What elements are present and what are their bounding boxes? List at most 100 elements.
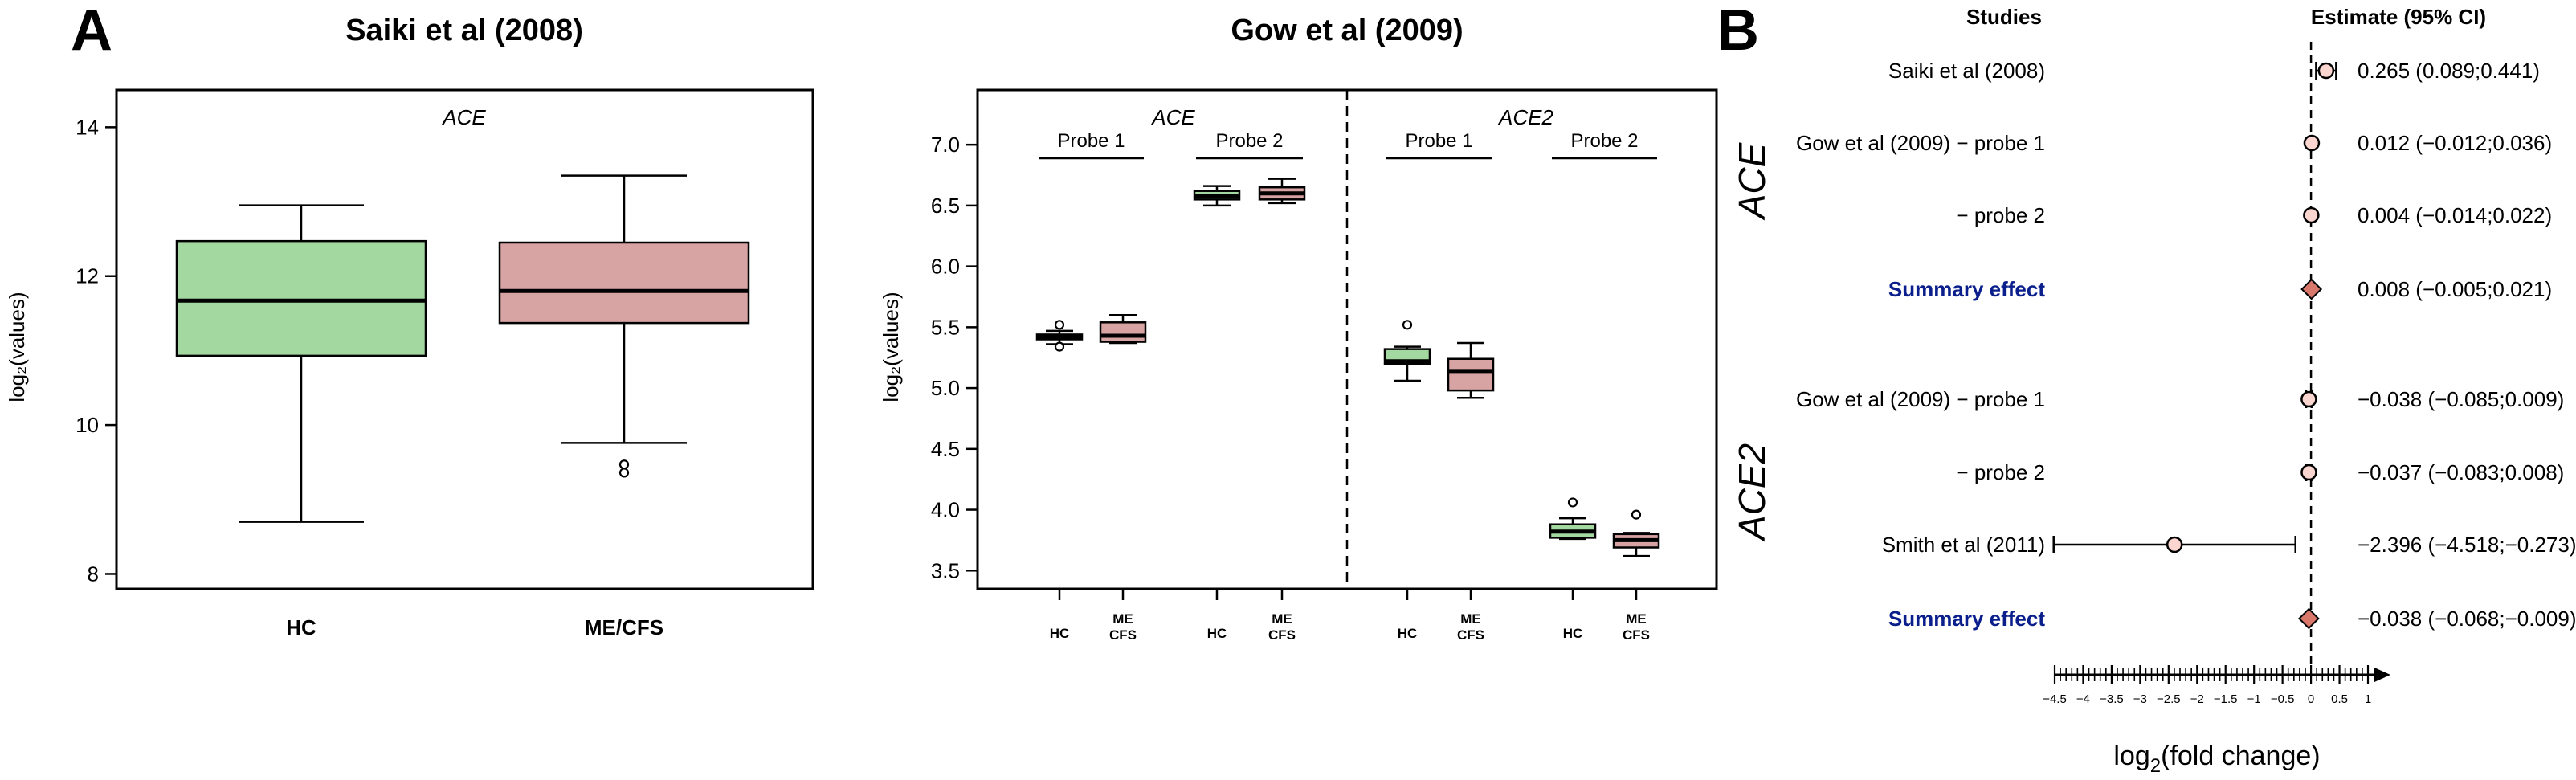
forest-study-label: Saiki et al (2008) [1888,59,2045,83]
gow-x-tick-label: CFS [1109,627,1137,643]
gow-box-outlier [1631,509,1642,520]
gow-boxplot: Gow et al (2009) log₂(values) 3.5 4.0 4.5 5… [879,14,1718,643]
gow-x-tick-label: CFS [1268,627,1296,643]
gow-x-tick-label: ME [1460,611,1481,627]
forest-plot: Studies Estimate (95% CI) log2(fold chan… [1731,5,2576,777]
saiki-x-tick-label: HC [286,615,316,639]
forest-estimate-text: 0.012 (−0.012;0.036) [2358,131,2552,155]
gow-x-tick-label: ME [1626,611,1647,627]
saiki-chart-title: Saiki et al (2008) [345,14,583,47]
forest-estimate-text: 0.008 (−0.005;0.021) [2358,277,2552,301]
forest-estimate-text: −0.038 (−0.085;0.009) [2358,387,2564,411]
saiki-box-mecfs-iqr-box [498,241,750,325]
gow-box-iqr-box [1099,321,1147,343]
forest-x-tick-label: −2.5 [2157,692,2181,706]
forest-x-tick-label: −3 [2133,692,2147,706]
forest-summary-label: Summary effect [1888,277,2045,301]
gow-box-outlier [1054,341,1065,352]
gow-gene-label-ace: ACE [1150,105,1195,129]
gow-box-outlier [1402,320,1413,330]
gow-probe-label: Probe 1 [1057,130,1125,152]
forest-x-tick-label: 0 [2308,692,2314,706]
forest-estimate-text: −0.037 (−0.083;0.008) [2358,460,2564,484]
forest-study-label: − probe 2 [1956,460,2045,484]
gow-y-tick-label: 5.5 [931,315,960,339]
forest-x-tick-label: 1 [2365,692,2371,706]
saiki-y-tick-label: 8 [88,562,99,586]
gow-y-tick-label: 4.0 [931,498,960,522]
gow-probe-label: Probe 2 [1215,130,1283,152]
saiki-x-tick-label: ME/CFS [585,615,663,639]
saiki-y-axis-label: log₂(values) [5,292,29,402]
studies-header: Studies [1966,5,2042,29]
saiki-box-hc [175,204,427,523]
gow-box-iqr-box [1447,357,1495,392]
forest-estimate-point [2166,536,2183,553]
forest-axis-arrow [2374,668,2390,682]
gow-chart-title: Gow et al (2009) [1231,14,1463,47]
forest-x-tick-label: −1 [2247,692,2261,706]
saiki-box-mecfs-outlier [618,459,630,470]
gow-box [1193,185,1241,207]
forest-estimate-text: 0.265 (0.089;0.441) [2358,59,2540,83]
panel-a-label: A [71,0,112,63]
gow-gene-label-ace2: ACE2 [1497,105,1553,129]
gow-box [1447,341,1495,399]
saiki-y-tick-label: 10 [76,413,99,437]
gow-x-tick-label: HC [1398,626,1418,641]
forest-group-label-ace2: ACE2 [1731,443,1773,542]
gow-y-tick-label: 6.0 [931,255,960,279]
saiki-box-mecfs [498,174,750,478]
forest-x-tick-label: −4 [2076,692,2090,706]
estimate-header: Estimate (95% CI) [2311,5,2486,29]
gow-x-tick-label: CFS [1457,627,1484,643]
gow-x-tick-label: ME [1272,611,1292,627]
gow-y-axis-label: log₂(values) [879,292,903,402]
forest-x-tick-label: −0.5 [2271,692,2295,706]
forest-estimate-text: −2.396 (−4.518;−0.273) [2358,533,2576,557]
saiki-y-tick-label: 14 [76,115,99,139]
gow-probe-label: Probe 2 [1570,130,1638,152]
forest-summary-diamond [2300,278,2323,300]
panel-b-label: B [1717,0,1759,63]
forest-estimate-point [2303,206,2320,224]
forest-study-label: − probe 2 [1956,203,2045,227]
saiki-plot-frame [115,88,814,590]
forest-x-tick-label: −2 [2190,692,2204,706]
forest-estimate-text: −0.038 (−0.068;−0.009) [2358,606,2576,631]
gow-box [1549,497,1597,541]
gow-y-tick-label: 4.5 [931,437,960,461]
gow-box-outlier [1054,320,1065,330]
gow-box [1035,320,1084,352]
gow-box-outlier [1567,497,1578,508]
forest-x-tick-label: −4.5 [2043,692,2067,706]
forest-x-tick-label: 0.5 [2331,692,2348,706]
gow-y-tick-label: 5.0 [931,376,960,400]
gow-x-tick-label: CFS [1623,627,1650,643]
forest-summary-label: Summary effect [1888,606,2045,631]
gow-x-tick-label: HC [1563,626,1583,641]
forest-x-tick-label: −1.5 [2214,692,2238,706]
forest-estimate-point [2317,62,2335,80]
forest-study-label: Gow et al (2009) − probe 1 [1796,131,2045,155]
forest-x-tick-label: −3.5 [2100,692,2124,706]
gow-x-tick-label: ME [1112,611,1133,627]
saiki-box-mecfs-outlier [618,468,630,478]
forest-x-axis-label: log2(fold change) [2113,741,2320,776]
gow-probe-label: Probe 1 [1405,130,1472,152]
forest-group-label-ace: ACE [1731,141,1773,221]
gow-box [1383,320,1431,382]
saiki-boxplot: Saiki et al (2008) ACE log₂(values) 8 10 1… [5,14,814,639]
forest-summary-diamond [2297,607,2320,630]
gow-y-tick-label: 7.0 [931,133,960,157]
gow-box [1099,313,1147,345]
gow-box [1258,178,1306,205]
saiki-box-hc-iqr-box [175,239,427,357]
gow-y-tick-label: 6.5 [931,194,960,218]
forest-study-label: Smith et al (2011) [1882,533,2045,557]
forest-study-label: Gow et al (2009) − probe 1 [1796,387,2045,411]
saiki-y-tick-label: 12 [76,264,99,288]
forest-estimate-text: 0.004 (−0.014;0.022) [2358,203,2552,227]
gow-box [1612,509,1660,557]
